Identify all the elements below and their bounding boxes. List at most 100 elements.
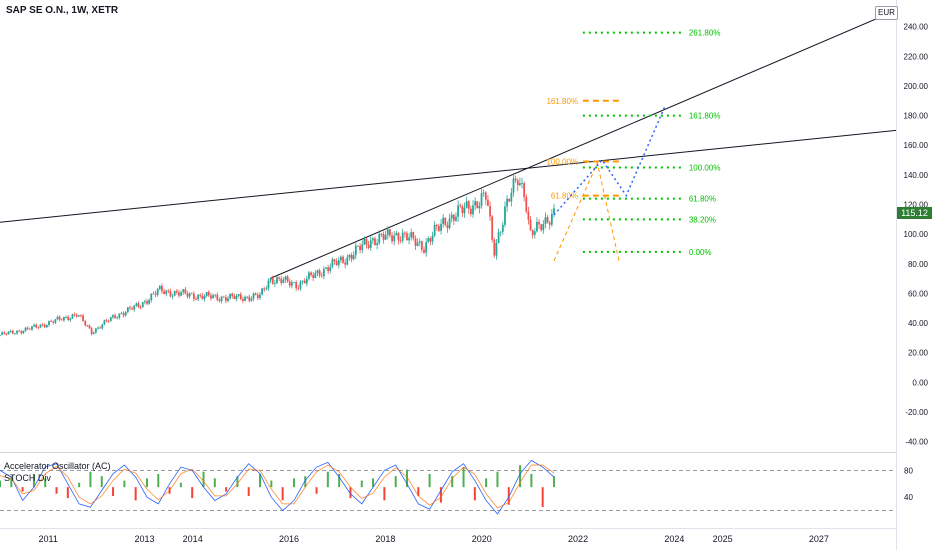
indicator-label-ac[interactable]: Accelerator Oscillator (AC) [4,461,111,471]
candle-body [363,238,366,245]
candle-body [69,318,72,321]
candle-body [235,295,238,300]
candle-body [429,238,432,242]
candle-body [158,285,161,290]
candle-body [282,279,285,283]
ac-bar [100,476,103,488]
projection-path[interactable] [553,106,666,216]
candle-body [527,211,530,220]
price-axis[interactable]: 240.00 220.00 200.00 180.00 160.00 140.00 120.… [904,23,929,447]
candle-body [393,235,396,242]
ac-bar [225,487,228,492]
indicator-label-stoch[interactable]: STOCH Div [4,473,51,483]
candle-body [533,231,536,235]
price-tick-label: 180.00 [904,112,929,121]
candle-body [114,315,116,318]
candle-body [435,224,438,227]
candle-body [546,217,549,223]
candle-body [531,229,534,235]
candle-body [3,332,6,334]
ac-bar [55,487,58,494]
candle-body [84,321,87,326]
fib-levels[interactable]: 261.80% 161.80% 100.00% 61.80% 38.20% 0.00% 16… [546,29,720,262]
candle-body [220,296,223,302]
candle-body [50,321,53,322]
candle-body [80,315,82,317]
trendlines[interactable] [0,9,897,280]
trendline[interactable] [0,129,897,223]
fib-label-green: 38.20% [689,215,716,224]
candle-body [410,232,413,238]
ac-bar [417,487,420,496]
candle-body [33,324,35,327]
candle-body [354,245,357,256]
trendline[interactable] [269,9,897,280]
price-tick-label: -40.00 [905,438,928,447]
candle-body [107,320,110,322]
candle-body [133,305,136,310]
ac-bar [247,487,250,496]
price-tick-label: 240.00 [904,23,929,32]
symbol-title[interactable]: SAP SE O.N., 1W, XETR [6,5,119,16]
candle-body [480,193,483,206]
candle-body [482,192,485,194]
candle-body [203,296,206,300]
fib-triangle[interactable] [553,161,620,262]
projection-line[interactable] [553,106,666,216]
candle-body [143,301,146,303]
stoch-k-line [0,459,555,515]
candle-body [357,245,359,247]
candle-body [444,217,447,226]
candle-body [22,330,25,334]
candle-body [171,295,174,297]
time-axis[interactable]: 2011 2013 2014 2016 2018 2020 2022 2024 2025 2027 [38,534,828,544]
candle-body [438,226,440,231]
candle-body [205,292,208,297]
candle-body [389,229,391,236]
candle-body [120,313,123,315]
candle-body [63,316,65,321]
candle-body [420,241,423,250]
candle-body [521,183,523,184]
candle-body [222,296,225,298]
candle-body [39,324,42,328]
ac-bar [485,478,488,488]
candle-body [293,282,295,283]
candle-body [141,302,144,308]
candle-body [271,278,274,284]
candle-body [165,290,168,294]
candle-body [199,294,202,296]
candle-body [418,241,421,243]
currency-button[interactable]: EUR [875,6,898,20]
candle-body [499,231,502,233]
candle-body [163,291,165,294]
candle-body [178,292,180,296]
candle-body [337,260,340,266]
candle-body [461,206,464,214]
candle-body [408,237,410,241]
candle-body [150,293,153,301]
candle-body [167,290,170,292]
candle-body [26,327,29,329]
candle-body [135,303,138,306]
candle-body [427,238,430,243]
candle-body [329,266,332,272]
candle-body [484,192,487,200]
candle-body [350,254,353,260]
indicator-pane: 80 40 [0,459,913,515]
candle-body [395,233,398,236]
candle-body [542,223,545,231]
candle-body [348,254,351,258]
candle-body [86,325,89,327]
price-tick-label: 120.00 [904,201,929,210]
time-tick-label: 2013 [135,534,155,544]
fib-label-green: 0.00% [689,248,712,257]
candle-body [386,229,389,236]
candle-body [218,299,221,302]
candle-body [265,288,268,290]
candle-body [450,214,453,219]
candle-body [512,178,515,193]
candle-body [501,224,504,232]
